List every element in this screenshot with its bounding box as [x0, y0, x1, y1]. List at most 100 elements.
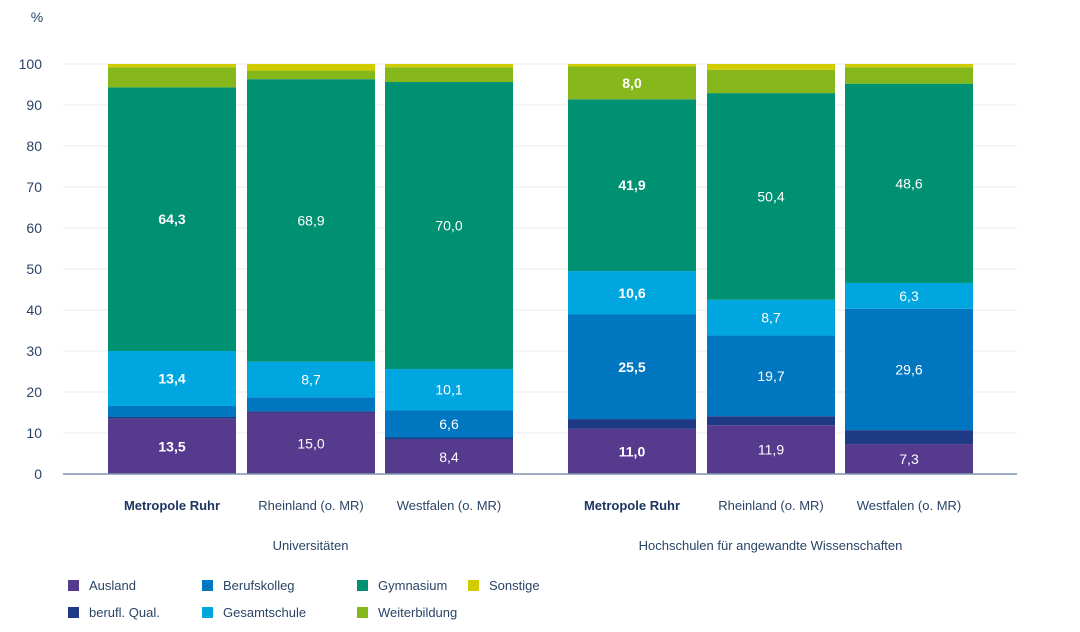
bar-segment-sonstige: [385, 64, 513, 68]
legend-swatch: [357, 607, 368, 618]
y-axis-ticks: 0 10 20 30 40 50 60 70 80 90 100: [19, 56, 43, 482]
legend-item: Sonstige: [468, 578, 540, 593]
bar-segment-gymnasium: [845, 83, 973, 283]
legend-item: berufl. Qual.: [68, 605, 160, 620]
bars: [108, 64, 973, 474]
category-labels: Metropole Ruhr Rheinland (o. MR) Westfalen…: [124, 498, 961, 513]
legend-swatch: [68, 580, 79, 591]
legend-label: Gesamtschule: [223, 605, 307, 620]
data-label: 68,9: [297, 212, 324, 228]
bar-segment-gymnasium: [707, 93, 835, 300]
data-label: 19,7: [757, 368, 784, 384]
bar-segment-ausland: [845, 444, 973, 474]
y-tick-label: 10: [26, 425, 42, 441]
data-label: 8,0: [622, 75, 642, 91]
y-tick-label: 30: [26, 343, 42, 359]
data-label: 13,4: [158, 370, 185, 386]
legend-label: Sonstige: [489, 578, 540, 593]
bar-segment-gesamtschule: [385, 369, 513, 411]
bar-segment-sonstige: [707, 64, 835, 70]
group-label: Hochschulen für angewandte Wissenschafte…: [639, 538, 903, 553]
bar-segment-gymnasium: [385, 82, 513, 370]
legend-swatch: [68, 607, 79, 618]
group-labels: Universitäten Hochschulen für angewandte …: [273, 538, 903, 553]
y-tick-label: 0: [34, 466, 42, 482]
legend-item: Gesamtschule: [202, 605, 306, 620]
legend-label: Berufskolleg: [223, 578, 295, 593]
bar-segment-weiterbildung: [385, 67, 513, 83]
bar-segment-gesamtschule: [845, 282, 973, 309]
data-label: 7,3: [899, 451, 919, 467]
bar-segment-gymnasium: [568, 99, 696, 272]
y-tick-label: 20: [26, 384, 42, 400]
bar-segment-weiterbildung: [707, 69, 835, 94]
y-tick-label: 90: [26, 97, 42, 113]
y-tick-label: 100: [19, 56, 43, 72]
bar-segment-berufl-qual: [845, 430, 973, 445]
data-label: 15,0: [297, 435, 324, 451]
bar-segment-berufskolleg: [845, 308, 973, 431]
legend-swatch: [202, 580, 213, 591]
data-label: 11,9: [758, 442, 784, 458]
legend-item: Ausland: [68, 578, 136, 593]
legend-label: Weiterbildung: [378, 605, 458, 620]
data-label: 11,0: [619, 443, 646, 459]
bar-segment-berufskolleg: [108, 405, 236, 418]
data-label: 10,1: [435, 382, 462, 398]
category-label: Westfalen (o. MR): [857, 498, 962, 513]
bar-segment-weiterbildung: [568, 66, 696, 100]
legend-item: Gymnasium: [357, 578, 447, 593]
legend-swatch: [357, 580, 368, 591]
data-label: 29,6: [895, 361, 922, 377]
bar-segment-berufskolleg: [385, 410, 513, 438]
data-label: 70,0: [435, 218, 462, 234]
category-label: Rheinland (o. MR): [718, 498, 824, 513]
bar-segment-gesamtschule: [108, 351, 236, 406]
legend-swatch: [468, 580, 479, 591]
bar-segment-berufl-qual: [568, 419, 696, 429]
bar-segment-berufskolleg: [247, 397, 375, 412]
data-label: 13,5: [158, 438, 185, 454]
y-tick-label: 50: [26, 261, 42, 277]
legend-item: Weiterbildung: [357, 605, 457, 620]
bar-segment-berufl-qual: [707, 416, 835, 426]
bar-segment-gymnasium: [108, 87, 236, 352]
bar-segment-ausland: [707, 425, 835, 474]
bar-segment-ausland: [108, 418, 236, 474]
data-label: 25,5: [618, 359, 645, 375]
bar-segment-gesamtschule: [247, 361, 375, 398]
y-tick-label: 60: [26, 220, 42, 236]
category-label: Metropole Ruhr: [584, 498, 680, 513]
data-label: 8,7: [301, 371, 321, 387]
bar-segment-gymnasium: [247, 79, 375, 362]
bar-segment-sonstige: [247, 64, 375, 71]
bar-segment-ausland: [385, 439, 513, 474]
legend-swatch: [202, 607, 213, 618]
category-label: Metropole Ruhr: [124, 498, 220, 513]
data-label: 6,3: [899, 288, 919, 304]
bar-segment-sonstige: [108, 64, 236, 68]
bar-segment-weiterbildung: [845, 67, 973, 84]
group-label: Universitäten: [273, 538, 349, 553]
bar-segment-berufl-qual: [108, 417, 236, 419]
bar-segment-ausland: [247, 412, 375, 474]
bar-segment-gesamtschule: [568, 271, 696, 315]
bar-segment-ausland: [568, 428, 696, 474]
bar-segment-berufskolleg: [707, 335, 835, 417]
bar-segment-gesamtschule: [707, 299, 835, 336]
data-label: 50,4: [757, 188, 784, 204]
bar-segment-berufl-qual: [385, 437, 513, 440]
data-label: 6,6: [439, 416, 459, 432]
data-label: 8,7: [761, 310, 781, 326]
data-label: 10,6: [618, 285, 645, 301]
legend-label: berufl. Qual.: [89, 605, 160, 620]
y-tick-label: 40: [26, 302, 42, 318]
bar-segment-berufskolleg: [568, 314, 696, 420]
bar-segment-berufl-qual: [247, 411, 375, 413]
legend-item: Berufskolleg: [202, 578, 295, 593]
bar-segment-sonstige: [845, 64, 973, 68]
legend-label: Gymnasium: [378, 578, 448, 593]
data-label: 8,4: [439, 449, 459, 465]
bar-segment-sonstige: [568, 64, 696, 67]
